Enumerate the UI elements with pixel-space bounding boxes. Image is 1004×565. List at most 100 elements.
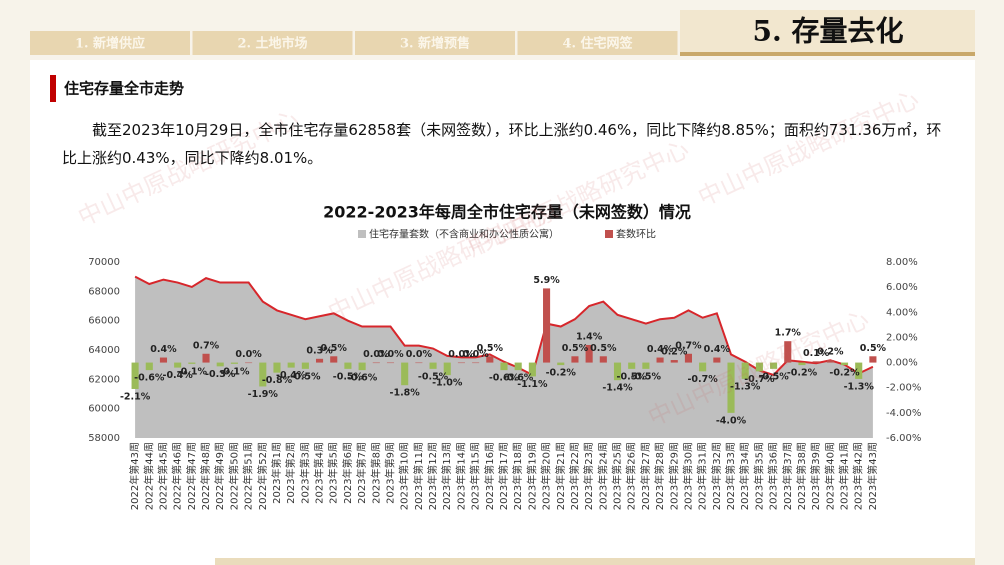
data-label: 0.0% bbox=[235, 349, 262, 360]
y-tick-label: 62000 bbox=[88, 374, 120, 385]
data-label: -0.7% bbox=[687, 374, 718, 385]
active-tab[interactable]: 5. 存量去化 bbox=[753, 15, 904, 48]
bar bbox=[784, 341, 792, 363]
x-tick-label: 2022年第45周 bbox=[156, 442, 169, 510]
bar bbox=[727, 362, 735, 413]
bar bbox=[386, 362, 395, 364]
y2-tick-label: 2.00% bbox=[886, 332, 918, 343]
tabs: 1. 新增供应 2. 土地市场 3. 新增预售 4. 住宅网签 bbox=[30, 31, 678, 55]
bar bbox=[557, 362, 565, 366]
bar bbox=[840, 362, 849, 366]
data-label: 0.0% bbox=[377, 349, 404, 360]
y2-tick-label: 6.00% bbox=[886, 282, 918, 293]
bar bbox=[344, 362, 352, 369]
bar bbox=[145, 362, 153, 371]
data-label: 0.5% bbox=[860, 343, 887, 354]
x-tick-label: 2023年第7周 bbox=[355, 442, 368, 504]
x-tick-label: 2023年第30周 bbox=[681, 442, 694, 510]
data-label: 0.0% bbox=[406, 349, 433, 360]
x-tick-label: 2023年第22周 bbox=[568, 442, 581, 510]
section-title: 住宅存量全市走势 bbox=[64, 80, 184, 98]
data-label: -0.4% bbox=[276, 370, 307, 381]
active-tab-line bbox=[680, 52, 975, 56]
paragraph: 截至2023年10月29日，全市住宅存量62858套（未网签数），环比上涨约0.… bbox=[62, 121, 942, 167]
x-tick-label: 2023年第24周 bbox=[596, 442, 609, 510]
bar bbox=[486, 356, 494, 363]
x-tick-label: 2023年第38周 bbox=[795, 442, 808, 510]
bar bbox=[202, 353, 210, 363]
x-tick-label: 2023年第39周 bbox=[809, 442, 822, 510]
chart: 58000 60000 62000 64000 66000 68000 70000 -6.00… bbox=[88, 228, 921, 511]
data-label: 0.0% bbox=[448, 349, 475, 360]
data-label: 0.2% bbox=[817, 347, 844, 358]
x-tick-label: 2023年第41周 bbox=[838, 442, 851, 510]
tab[interactable]: 2. 土地市场 bbox=[237, 36, 307, 52]
tab-bg bbox=[517, 31, 678, 55]
bar bbox=[713, 357, 721, 363]
data-label: 0.1% bbox=[803, 348, 830, 359]
x-tick-label: 2023年第12周 bbox=[426, 442, 439, 510]
bar bbox=[273, 362, 281, 373]
data-label: -0.2% bbox=[546, 368, 577, 379]
bar bbox=[216, 362, 224, 367]
bar bbox=[826, 360, 834, 363]
bar bbox=[514, 362, 522, 371]
data-label: -1.9% bbox=[248, 389, 279, 400]
y-tick-label: 68000 bbox=[88, 286, 120, 297]
data-label: 0.5% bbox=[477, 343, 504, 354]
x-tick-label: 2023年第19周 bbox=[525, 442, 538, 510]
x-tick-label: 2022年第50周 bbox=[227, 442, 240, 510]
data-label: 0.4% bbox=[150, 344, 177, 355]
y-tick-label: 58000 bbox=[88, 433, 120, 444]
x-tick-label: 2023年第10周 bbox=[398, 442, 411, 510]
bar bbox=[287, 362, 295, 368]
bar bbox=[812, 361, 820, 363]
bar bbox=[159, 357, 168, 363]
y2-tick-label: 8.00% bbox=[886, 257, 918, 268]
data-label: 0.2% bbox=[661, 347, 688, 358]
x-tick-label: 2023年第5周 bbox=[327, 442, 340, 504]
data-label: -1.3% bbox=[844, 381, 875, 392]
data-label: -1.0% bbox=[432, 378, 463, 389]
active-tab-bg bbox=[680, 10, 975, 56]
data-label: 0.7% bbox=[675, 340, 702, 351]
y2-tick-label: -6.00% bbox=[886, 433, 921, 444]
data-label: -4.0% bbox=[716, 415, 747, 426]
x-tick-label: 2023年第9周 bbox=[383, 442, 396, 504]
data-label: -0.4% bbox=[163, 370, 194, 381]
data-label: -0.1% bbox=[177, 366, 208, 377]
tab[interactable]: 1. 新增供应 bbox=[75, 36, 145, 52]
bar bbox=[855, 362, 863, 379]
bar bbox=[599, 356, 607, 363]
bar bbox=[571, 356, 579, 363]
tab[interactable]: 3. 新增预售 bbox=[400, 36, 470, 52]
x-tick-label: 2023年第37周 bbox=[781, 442, 794, 510]
bar bbox=[316, 358, 324, 363]
section-marker bbox=[50, 75, 56, 102]
bar bbox=[188, 362, 196, 364]
y-tick-label: 60000 bbox=[88, 404, 120, 415]
tab-bg bbox=[192, 31, 353, 55]
x-tick-label: 2022年第51周 bbox=[242, 442, 255, 510]
data-label: 1.4% bbox=[576, 331, 603, 342]
y2-tick-label: 0.00% bbox=[886, 358, 918, 369]
data-label: -0.1% bbox=[219, 366, 250, 377]
legend-swatch bbox=[358, 230, 366, 238]
x-tick-label: 2023年第3周 bbox=[298, 442, 311, 504]
bar bbox=[330, 356, 338, 363]
bar bbox=[670, 360, 678, 363]
x-tick-label: 2023年第15周 bbox=[469, 442, 482, 510]
legend-label: 住宅存量套数（不含商业和办公性质公寓） bbox=[369, 228, 559, 241]
x-tick-label: 2023年第2周 bbox=[284, 442, 297, 504]
data-label: 5.9% bbox=[533, 275, 560, 286]
y-tick-label: 70000 bbox=[88, 257, 120, 268]
data-label: -0.2% bbox=[787, 368, 818, 379]
bar bbox=[869, 356, 877, 363]
data-label: -1.8% bbox=[390, 388, 421, 399]
bar bbox=[443, 362, 451, 376]
bar bbox=[798, 362, 806, 366]
bar bbox=[230, 362, 238, 364]
bar bbox=[372, 362, 380, 364]
tab[interactable]: 4. 住宅网签 bbox=[562, 36, 633, 52]
